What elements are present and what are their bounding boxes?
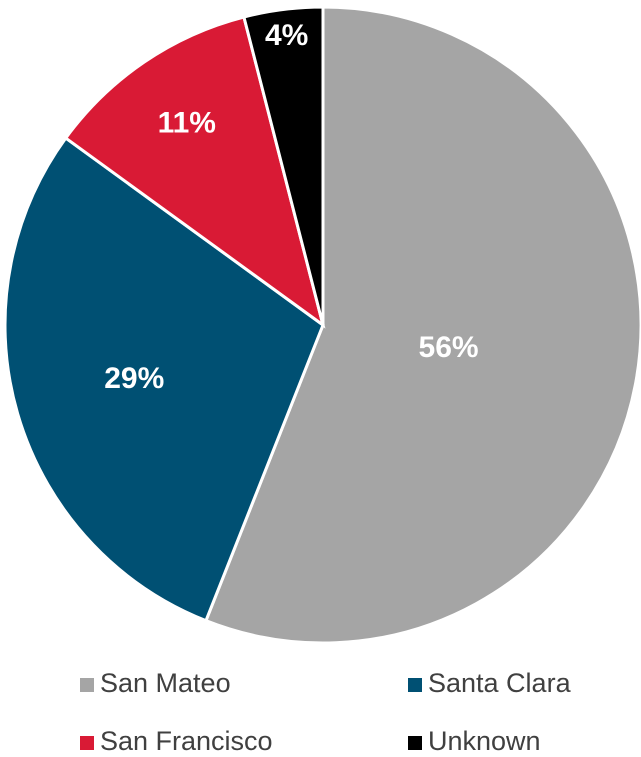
legend-swatch — [80, 736, 94, 750]
legend-swatch — [408, 678, 422, 692]
legend-label: Unknown — [428, 726, 541, 756]
data-label: 4% — [265, 19, 308, 52]
pie-slice — [242, 5, 325, 326]
pie-slice — [203, 5, 641, 645]
legend-swatch — [80, 678, 94, 692]
legend-swatch — [408, 736, 422, 750]
legend-label: San Francisco — [100, 726, 273, 756]
pie-slice — [63, 15, 326, 329]
data-label: 11% — [158, 107, 216, 140]
legend-label: San Mateo — [100, 668, 231, 698]
legend-label: Santa Clara — [428, 668, 572, 698]
data-label: 56% — [419, 331, 479, 364]
data-label: 29% — [104, 362, 164, 395]
pie-slice — [3, 135, 325, 623]
